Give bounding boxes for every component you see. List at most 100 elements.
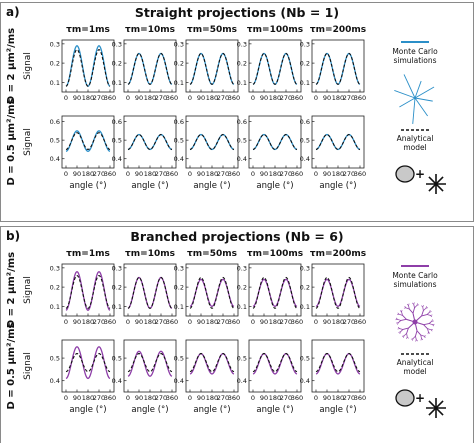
projection-branch: [430, 315, 433, 318]
panel-a: a) Straight projections (Nb = 1) τm=1ms τm=…: [0, 2, 474, 222]
projection-branch: [412, 302, 414, 305]
legend-model-label: Analytical model: [397, 134, 434, 152]
y-tick-label: 0.5: [50, 137, 60, 145]
x-tick-label: 360: [354, 94, 366, 102]
projection-branch: [410, 338, 414, 340]
projection-branch: [403, 333, 407, 337]
projection-branch: [428, 321, 432, 324]
projection-branch: [420, 334, 425, 337]
projection-branch: [405, 307, 410, 310]
projection-branch: [408, 305, 410, 310]
x-tick-label: 360: [354, 170, 366, 178]
legend-model-line1: Analytical: [397, 134, 434, 143]
x-tick-label: 360: [291, 94, 303, 102]
y-tick-label: 0.4: [237, 155, 247, 163]
projection-branch: [400, 318, 407, 321]
x-tick-label: 90: [260, 318, 268, 326]
projection-branch: [414, 86, 435, 99]
x-tick-label: 180: [269, 94, 281, 102]
projection-branch: [412, 338, 414, 341]
projection-branch: [422, 305, 424, 308]
projection-branch: [423, 307, 427, 311]
x-tick-label: 90: [73, 318, 81, 326]
x-tick-label: 180: [206, 170, 218, 178]
y-tick-label: 0.4: [112, 377, 122, 385]
analytical-model-curve: [189, 276, 235, 309]
projection-branch: [399, 328, 404, 330]
projection-branch: [398, 320, 402, 323]
soma: [412, 319, 418, 325]
projection-branch: [429, 310, 431, 313]
x-tick-label: 270: [343, 394, 355, 402]
y-tick-label: 0.1: [300, 79, 310, 87]
y-tick-label: 0.4: [174, 377, 184, 385]
y-tick-label: 0.5: [174, 137, 184, 145]
projection-branch: [408, 303, 410, 306]
legend-sim-label: Monte Carlo simulations: [392, 47, 438, 65]
x-tick-label: 0: [188, 394, 192, 402]
projection-branch: [431, 319, 433, 322]
y-tick-label: 0.3: [174, 264, 184, 272]
x-tick-label: 360: [228, 170, 240, 178]
analytical-model-curve: [127, 276, 173, 309]
x-tick-label: 360: [166, 170, 178, 178]
branched-projections-cell-icon: [395, 302, 435, 342]
y-tick-label: 0.2: [50, 60, 60, 68]
y-tick-label: 0.5: [174, 355, 184, 363]
simulation-curve: [65, 270, 111, 311]
y-tick-label: 0.6: [174, 118, 184, 126]
y-tick-label: 0.3: [300, 40, 310, 48]
projection-branch: [401, 311, 403, 316]
legend-sim-line1: Monte Carlo: [392, 47, 438, 56]
projection-branch: [403, 335, 405, 338]
x-tick-label: 0: [126, 394, 130, 402]
projection-branch: [406, 327, 409, 334]
projection-branch: [423, 324, 428, 329]
column-header: τm=50ms: [187, 249, 237, 259]
y-tick-label: 0.5: [112, 355, 122, 363]
x-tick-label: 90: [135, 318, 143, 326]
column-header: τm=100ms: [247, 249, 303, 259]
y-tick-label: 0.6: [50, 118, 60, 126]
x-tick-label: 270: [93, 318, 105, 326]
y-tick-label: 0.5: [112, 137, 122, 145]
projection-branch: [416, 339, 418, 342]
column-header: τm=1ms: [66, 249, 110, 259]
y-tick-label: 0.1: [112, 79, 122, 87]
x-tick-label: 270: [93, 170, 105, 178]
x-tick-label: 360: [166, 318, 178, 326]
analytical-model-curve: [65, 274, 111, 309]
x-tick-label: 0: [314, 170, 318, 178]
projection-branch: [399, 331, 401, 334]
projection-branch: [414, 80, 422, 99]
projections-star-icon: [426, 398, 446, 418]
projection-branch: [426, 311, 430, 315]
x-tick-label: 180: [332, 394, 344, 402]
legend-sim-label: Monte Carlo simulations: [392, 271, 438, 289]
analytical-model-curve: [127, 52, 173, 85]
y-axis-label: Signal: [23, 276, 33, 304]
soma-sphere-icon: [395, 389, 415, 407]
x-tick-label: 90: [323, 394, 331, 402]
x-tick-label: 270: [93, 94, 105, 102]
x-tick-label: 180: [332, 94, 344, 102]
x-axis-label: angle (°): [319, 405, 356, 415]
y-tick-label: 0.6: [300, 118, 310, 126]
subplot-axes: [248, 39, 302, 93]
y-tick-label: 0.2: [237, 284, 247, 292]
x-tick-label: 90: [197, 394, 205, 402]
projection-branch: [406, 336, 409, 339]
subplot-axes: [185, 263, 239, 317]
x-tick-label: 0: [64, 318, 68, 326]
soma-sphere-icon: [395, 165, 415, 183]
row-diffusivity-label: D = 2 μm²/ms: [6, 252, 17, 328]
panel-title: Straight projections (Nb = 1): [135, 5, 339, 20]
x-tick-label: 90: [323, 170, 331, 178]
x-tick-label: 0: [64, 170, 68, 178]
projection-branch: [415, 330, 418, 337]
projection-branch: [404, 306, 407, 309]
